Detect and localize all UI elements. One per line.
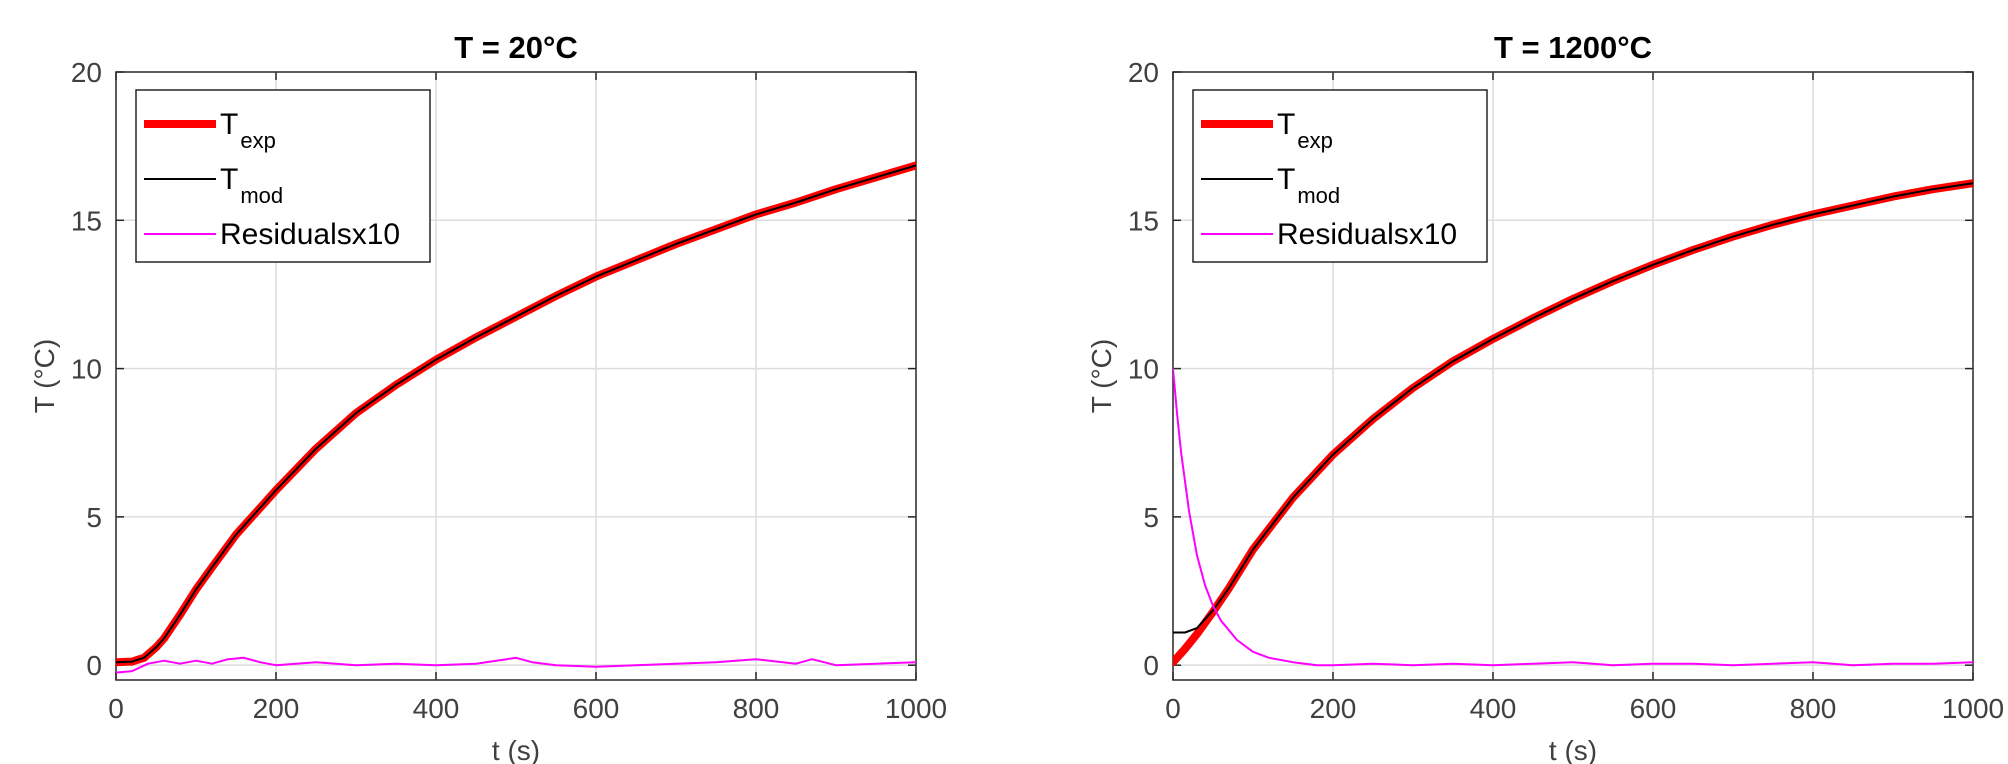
legend-entry-name: Residualsx10 <box>220 218 400 251</box>
legend-entry-subscript: mod <box>1297 183 1340 208</box>
y-tick-label: 0 <box>86 650 102 681</box>
legend-entry: Texp <box>1277 108 1333 153</box>
chart-right: 0 200 400 600 800 1000 0 5 10 15 20 T = 1200°C t (s)… <box>1086 30 2004 764</box>
y-tick-label: 20 <box>1128 57 1159 88</box>
y-tick-label: 15 <box>71 205 102 236</box>
series-line-t-mod <box>116 164 916 664</box>
y-axis-label: T (°C) <box>29 339 60 413</box>
legend-entry-name: T <box>1277 108 1295 141</box>
x-tick-label: 400 <box>1470 693 1517 724</box>
chart-left: 0 200 400 600 800 1000 0 5 10 15 20 T = 20°C t (s) T … <box>29 30 947 764</box>
y-tick-label: 10 <box>71 354 102 385</box>
chart-title: T = 20°C <box>454 30 578 65</box>
legend-entry-subscript: mod <box>240 183 283 208</box>
legend-entry: Residualsx10 <box>220 218 400 251</box>
x-tick-label: 200 <box>253 693 300 724</box>
y-axis-label: T (°C) <box>1086 339 1117 413</box>
y-tick-label: 10 <box>1128 354 1159 385</box>
x-tick-label: 800 <box>1790 693 1837 724</box>
legend-entry: Residualsx10 <box>1277 218 1457 251</box>
legend-entry: Texp <box>220 108 276 153</box>
legend-entry-name: T <box>1277 163 1295 196</box>
legend-entry: Tmod <box>220 163 283 208</box>
y-tick-label: 0 <box>1143 650 1159 681</box>
legend-entry: Tmod <box>1277 163 1340 208</box>
x-tick-label: 400 <box>413 693 460 724</box>
legend-entry-name: T <box>220 163 238 196</box>
x-tick-label: 800 <box>733 693 780 724</box>
series-line-t-mod <box>1173 182 1973 634</box>
x-tick-label: 1000 <box>1942 693 2004 724</box>
x-tick-label: 600 <box>573 693 620 724</box>
legend-entry-name: Residualsx10 <box>1277 218 1457 251</box>
x-axis-label: t (s) <box>1549 735 1597 764</box>
x-tick-label: 600 <box>1630 693 1677 724</box>
y-tick-label: 5 <box>86 502 102 533</box>
y-tick-label: 15 <box>1128 205 1159 236</box>
x-tick-label: 1000 <box>885 693 947 724</box>
legend-entry-name: T <box>220 108 238 141</box>
series-line-residualsx10 <box>1173 367 1973 667</box>
x-tick-label: 200 <box>1310 693 1357 724</box>
legend-entry-subscript: exp <box>1297 128 1332 153</box>
y-tick-label: 20 <box>71 57 102 88</box>
chart-title: T = 1200°C <box>1494 30 1652 65</box>
x-tick-label: 0 <box>108 693 124 724</box>
x-axis-label: t (s) <box>492 735 540 764</box>
y-tick-label: 5 <box>1143 502 1159 533</box>
legend-entry-subscript: exp <box>240 128 275 153</box>
series-line-residualsx10 <box>116 656 916 674</box>
x-tick-label: 0 <box>1165 693 1181 724</box>
